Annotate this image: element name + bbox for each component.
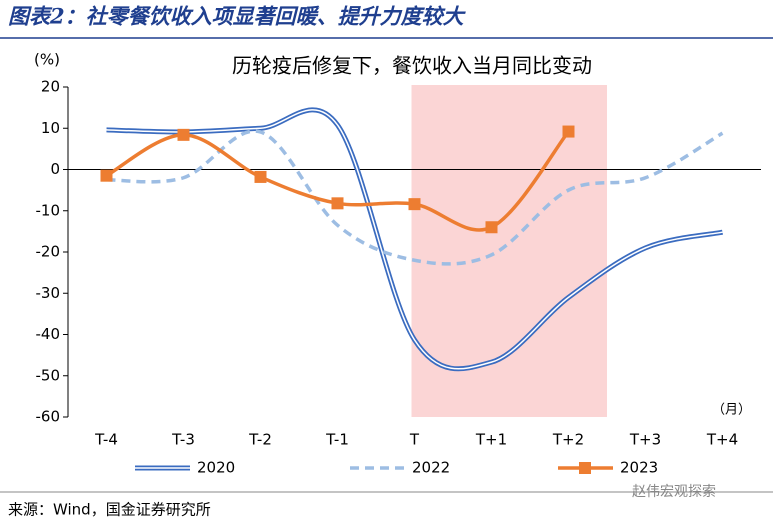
x-tick-label: T+3 bbox=[629, 431, 661, 449]
x-tick-label: T-4 bbox=[94, 431, 118, 449]
x-tick-label: T+1 bbox=[475, 431, 507, 449]
y-unit: (%) bbox=[34, 51, 60, 69]
point-marker bbox=[331, 197, 344, 210]
x-tick-label: T bbox=[409, 431, 420, 449]
chart-title: 历轮疫后修复下，餐饮收入当月同比变动 bbox=[232, 54, 592, 78]
y-tick-label: 10 bbox=[41, 119, 60, 137]
point-marker bbox=[100, 169, 113, 182]
y-tick-label: -40 bbox=[36, 325, 61, 343]
point-marker bbox=[177, 128, 190, 141]
x-tick-label: T-2 bbox=[248, 431, 272, 449]
point-marker bbox=[408, 198, 421, 211]
y-tick-label: -10 bbox=[36, 201, 61, 219]
y-tick-label: -60 bbox=[36, 408, 61, 426]
x-tick-label: T-1 bbox=[325, 431, 349, 449]
x-tick-label: T+4 bbox=[706, 431, 738, 449]
y-tick-label: -20 bbox=[36, 243, 61, 261]
x-tick-label: T+2 bbox=[552, 431, 584, 449]
source: 来源：Wind，国金证券研究所 bbox=[8, 501, 211, 519]
x-unit: （月） bbox=[712, 403, 751, 418]
point-marker bbox=[562, 125, 575, 138]
point-marker bbox=[485, 221, 498, 234]
point-marker bbox=[254, 170, 267, 183]
legend-label: 2022 bbox=[412, 459, 450, 477]
legend-marker bbox=[579, 462, 591, 474]
legend-label: 2020 bbox=[197, 459, 235, 477]
y-tick-label: -50 bbox=[36, 366, 61, 384]
watermark: 赵伟宏观探索 bbox=[632, 483, 716, 500]
legend-label: 2023 bbox=[620, 459, 658, 477]
y-tick-label: -30 bbox=[36, 284, 61, 302]
y-tick-label: 20 bbox=[41, 78, 60, 96]
highlight-region bbox=[411, 85, 607, 417]
series-line bbox=[106, 129, 724, 266]
x-tick-label: T-3 bbox=[171, 431, 195, 449]
series-line-inner bbox=[106, 109, 723, 370]
y-tick-label: 0 bbox=[50, 160, 60, 178]
page-title: 图表2：社零餐饮收入项显著回暖、提升力度较大 bbox=[8, 4, 467, 29]
